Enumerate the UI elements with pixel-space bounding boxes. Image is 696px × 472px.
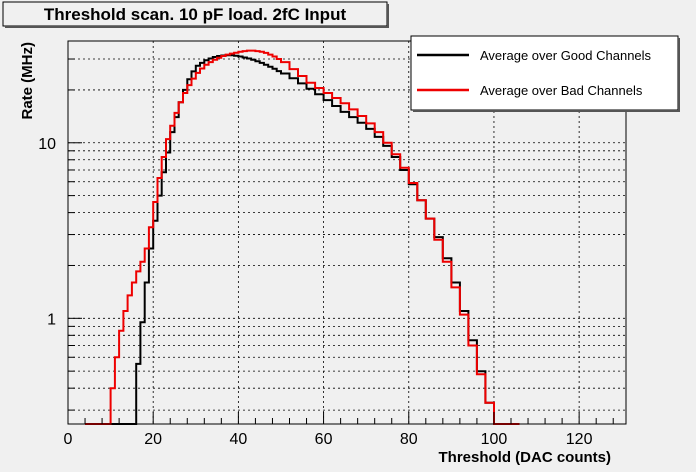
y-axis-label: Rate (MHz) [19, 42, 36, 120]
legend: Average over Good Channels Average over … [410, 35, 680, 112]
series-layer [85, 49, 520, 425]
axis-ticks [67, 58, 614, 424]
x-tick-label: 20 [144, 431, 162, 448]
x-tick-label: 40 [229, 431, 247, 448]
plot-frame [67, 40, 627, 425]
legend-shadow-bottom [413, 110, 680, 112]
y-tick-label: 1 [47, 311, 56, 328]
chart-title: Threshold scan. 10 pF load. 2fC Input [44, 5, 347, 24]
title-box-shadow [387, 4, 389, 28]
x-tick-label: 80 [400, 431, 418, 448]
x-tick-label: 100 [481, 431, 508, 448]
y-tick-label: 10 [38, 136, 56, 153]
title-box-shadow-bottom [5, 26, 389, 28]
legend-box [410, 35, 679, 111]
tick-labels: 0 20 40 60 80 100 120 1 10 [38, 136, 592, 448]
x-tick-label: 60 [315, 431, 333, 448]
legend-shadow-right [678, 38, 680, 112]
x-axis-label: Threshold (DAC counts) [439, 449, 612, 466]
title-box: Threshold scan. 10 pF load. 2fC Input [2, 1, 389, 28]
series-line-1 [85, 49, 520, 425]
x-tick-label: 120 [566, 431, 593, 448]
legend-label-good: Average over Good Channels [480, 48, 652, 63]
x-tick-label: 0 [64, 431, 73, 448]
legend-label-bad: Average over Bad Channels [480, 83, 643, 98]
